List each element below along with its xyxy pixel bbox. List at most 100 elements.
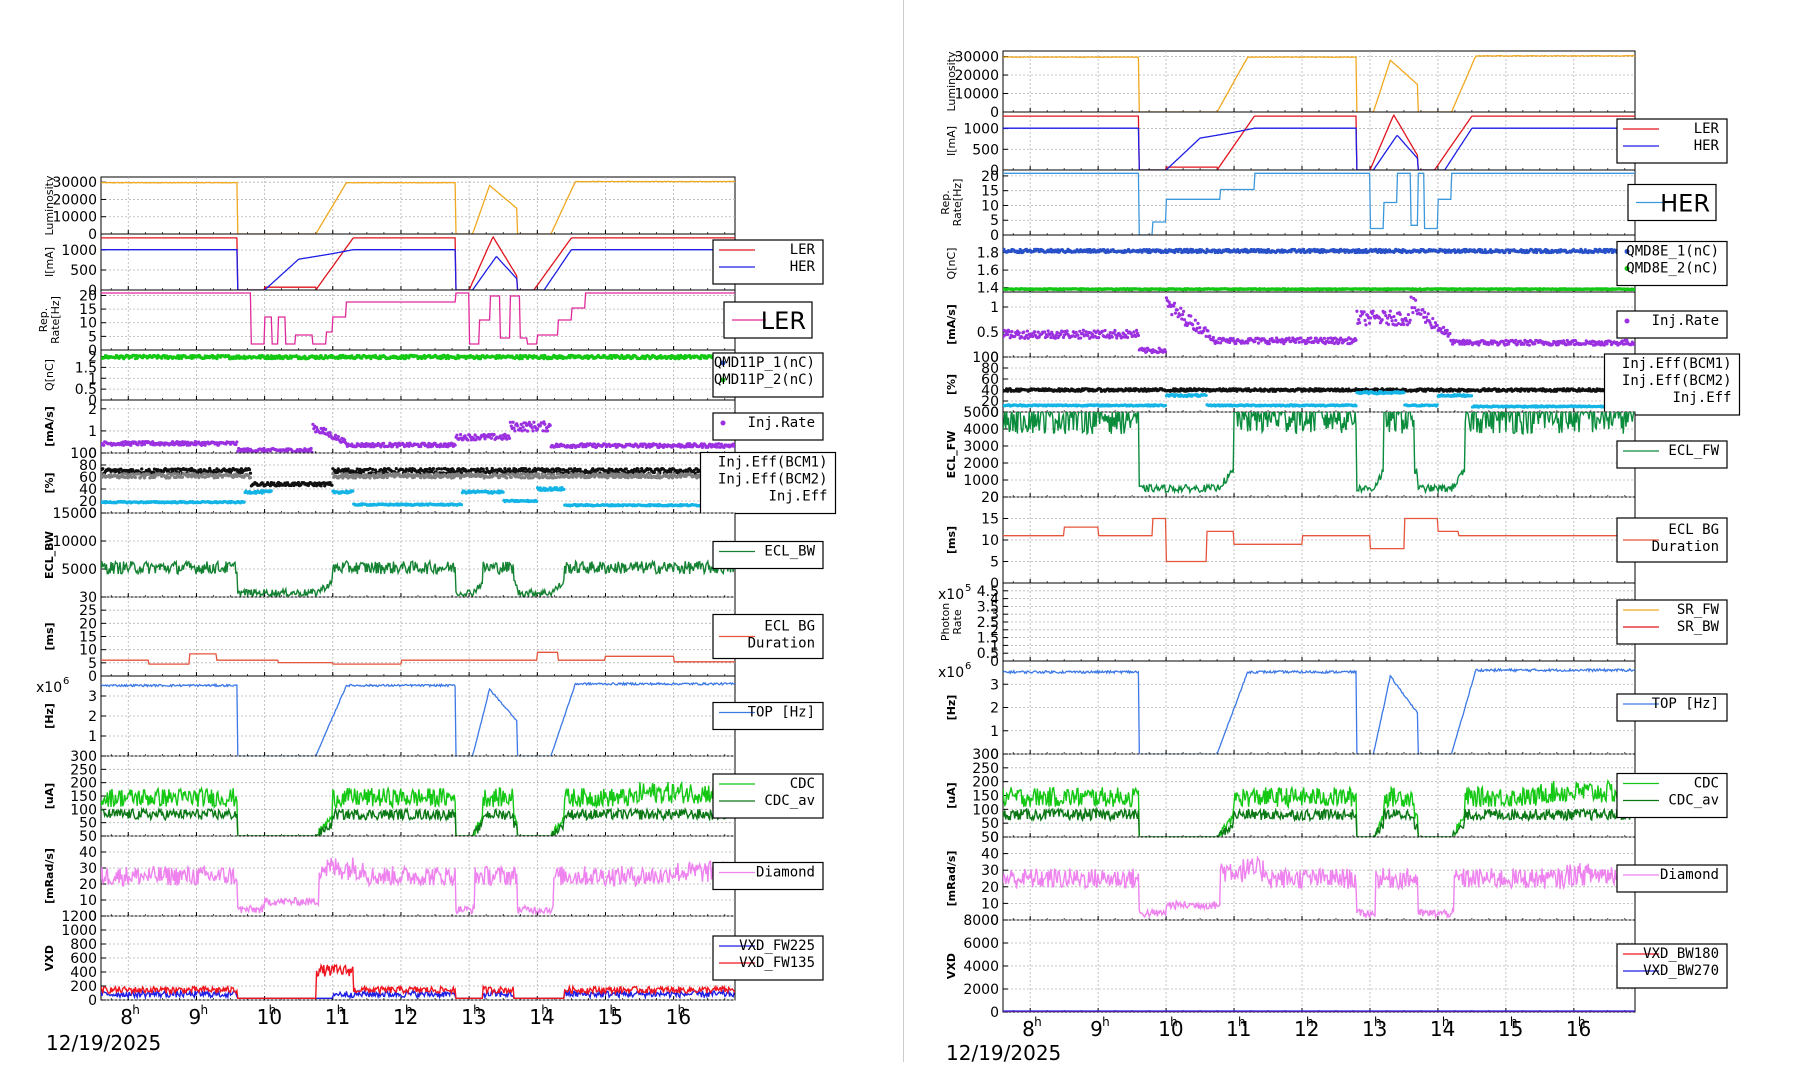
data-point bbox=[699, 357, 702, 360]
legend-dia: Diamond bbox=[713, 863, 823, 890]
data-point bbox=[137, 472, 140, 475]
y-tick-label: 0 bbox=[88, 993, 97, 1009]
y-tick-label: 30000 bbox=[954, 50, 999, 66]
data-point bbox=[270, 489, 273, 492]
data-point bbox=[147, 473, 150, 476]
data-point bbox=[526, 430, 529, 433]
y-tick-label: 0 bbox=[88, 227, 97, 243]
data-point bbox=[579, 468, 582, 471]
data-point bbox=[235, 440, 238, 443]
y-tick-label: 1.8 bbox=[977, 246, 999, 262]
data-point bbox=[371, 468, 374, 471]
y-axis-label: Q[nC] bbox=[945, 248, 958, 280]
data-point bbox=[562, 488, 565, 491]
data-point bbox=[521, 425, 524, 428]
y-tick-label: 500 bbox=[70, 263, 97, 279]
data-point bbox=[492, 433, 495, 436]
data-point bbox=[671, 476, 674, 479]
y-tick-label: 0 bbox=[990, 105, 999, 121]
y-tick-label: 1.4 bbox=[977, 281, 999, 297]
y-tick-label: 20000 bbox=[52, 192, 97, 208]
y-tick-label: 20 bbox=[79, 288, 97, 304]
x-tick-unit: h bbox=[132, 1003, 140, 1017]
data-point bbox=[537, 472, 540, 475]
data-point bbox=[539, 424, 542, 427]
legend-label: QMD11P_2(nC) bbox=[714, 372, 815, 388]
y-tick-label: 500 bbox=[972, 142, 999, 158]
data-point bbox=[351, 489, 354, 492]
data-point bbox=[528, 467, 531, 470]
data-point bbox=[426, 445, 429, 448]
data-point bbox=[552, 473, 555, 476]
x-tick-unit: h bbox=[609, 1003, 617, 1017]
data-point bbox=[543, 423, 546, 426]
y-tick-label: 5 bbox=[990, 213, 999, 229]
data-point bbox=[614, 443, 617, 446]
legend-rep: HER bbox=[1628, 185, 1716, 221]
y-tick-label: 20 bbox=[981, 169, 999, 185]
y-tick-label: 1 bbox=[88, 729, 97, 745]
data-point bbox=[625, 467, 628, 470]
legend-label: ECL BG bbox=[764, 619, 815, 635]
y-tick-label: 40 bbox=[79, 845, 97, 861]
y-tick-label: 1000 bbox=[61, 243, 97, 259]
data-point bbox=[535, 500, 538, 503]
data-point bbox=[166, 472, 169, 475]
data-point bbox=[140, 467, 143, 470]
data-point bbox=[459, 433, 462, 436]
legend-label: HER bbox=[1694, 138, 1720, 154]
y-tick-label: 10000 bbox=[52, 534, 97, 550]
y-axis-label: Luminosity bbox=[43, 175, 56, 235]
legend-label: LER bbox=[761, 307, 806, 335]
legend-q: QMD11P_1(nC)QMD11P_2(nC) bbox=[713, 353, 823, 397]
data-point bbox=[354, 476, 357, 479]
data-point bbox=[511, 421, 514, 424]
y-tick-label: 15000 bbox=[52, 506, 97, 522]
legend-label: QMD11P_1(nC) bbox=[714, 355, 815, 371]
data-point bbox=[546, 429, 549, 432]
data-point bbox=[324, 428, 327, 431]
legend-label: HER bbox=[1660, 190, 1710, 218]
data-point bbox=[186, 441, 189, 444]
data-point bbox=[379, 472, 382, 475]
y-axis-label: [%] bbox=[43, 472, 56, 493]
x-tick-unit: h bbox=[541, 1003, 549, 1017]
data-point bbox=[176, 472, 179, 475]
data-point bbox=[181, 476, 184, 479]
legend-rep: LER bbox=[724, 302, 812, 338]
legend-rate: Inj.Rate bbox=[713, 413, 823, 440]
y-multiplier: x10 bbox=[36, 680, 62, 696]
y-tick-label: 400 bbox=[70, 965, 97, 981]
legend-label: Duration bbox=[748, 636, 815, 652]
data-point bbox=[201, 475, 204, 478]
data-point bbox=[520, 423, 523, 426]
y-axis-label: [mRad/s] bbox=[43, 848, 56, 904]
data-point bbox=[636, 468, 639, 471]
y-axis-label: ECL_BW bbox=[43, 531, 56, 579]
data-point bbox=[579, 476, 582, 479]
legend-eff: Inj.Eff(BCM1)Inj.Eff(BCM2)Inj.Eff bbox=[701, 453, 836, 514]
y-tick-label: 2 bbox=[88, 709, 97, 725]
data-point bbox=[512, 426, 515, 429]
data-point bbox=[337, 435, 340, 438]
legend-label: Diamond bbox=[756, 865, 815, 881]
y-tick-label: 800 bbox=[70, 937, 97, 953]
data-point bbox=[368, 467, 371, 470]
y-tick-label: 10 bbox=[79, 893, 97, 909]
data-point bbox=[508, 467, 511, 470]
legend-label: Inj.Rate bbox=[748, 415, 815, 431]
data-point bbox=[432, 467, 435, 470]
data-point bbox=[329, 431, 332, 434]
data-point bbox=[466, 438, 469, 441]
x-tick-unit: h bbox=[473, 1003, 481, 1017]
y-axis-label: [ms] bbox=[43, 622, 56, 650]
y-axis-label: [mA/s] bbox=[43, 406, 56, 447]
legend-label: CDC_av bbox=[764, 793, 815, 809]
